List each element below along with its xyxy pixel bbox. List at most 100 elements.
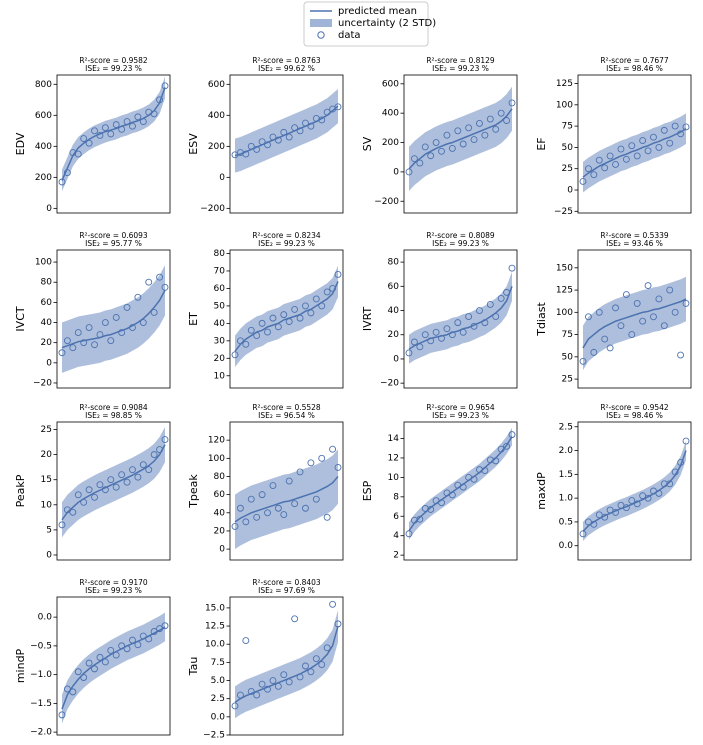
mean-line bbox=[582, 128, 687, 178]
y-axis-label: IVCT bbox=[14, 306, 27, 331]
y-tick-label: 20 bbox=[41, 450, 53, 460]
data-point bbox=[145, 278, 153, 286]
y-tick-label: 30 bbox=[214, 336, 226, 346]
data-point bbox=[107, 476, 115, 484]
data-point bbox=[334, 463, 342, 471]
mean-line bbox=[234, 475, 339, 523]
chart-title: R²-score = 0.8129 bbox=[426, 56, 495, 65]
data-point bbox=[58, 711, 66, 719]
data-point bbox=[492, 313, 500, 321]
data-point bbox=[481, 131, 489, 139]
y-axis-label: ESP bbox=[361, 480, 374, 501]
data-point bbox=[655, 489, 663, 497]
data-point bbox=[296, 314, 304, 322]
data-point bbox=[85, 324, 93, 332]
y-tick-label: 5 bbox=[46, 525, 52, 535]
data-point bbox=[323, 644, 331, 652]
data-point bbox=[497, 445, 505, 453]
chart-subtitle: ISE₂ = 98.46 % bbox=[606, 64, 663, 73]
y-tick-label: −20 bbox=[380, 379, 399, 389]
data-point bbox=[644, 147, 652, 155]
data-point bbox=[421, 331, 429, 339]
y-tick-label: 50 bbox=[562, 143, 574, 153]
y-tick-label: 400 bbox=[208, 111, 225, 121]
data-point bbox=[274, 136, 282, 144]
data-point bbox=[129, 466, 136, 474]
chart-title: R²-score = 0.8234 bbox=[252, 231, 321, 240]
data-point bbox=[101, 486, 109, 494]
data-point bbox=[644, 282, 652, 290]
data-point bbox=[503, 288, 511, 296]
y-axis-label: IVRT bbox=[361, 307, 374, 332]
chart-subtitle: ISE₂ = 96.54 % bbox=[258, 411, 315, 420]
data-point bbox=[459, 140, 467, 148]
data-point bbox=[85, 659, 93, 667]
data-point bbox=[677, 458, 685, 466]
data-point bbox=[145, 635, 153, 643]
data-point bbox=[486, 301, 494, 308]
data-point bbox=[481, 319, 489, 327]
chart-subtitle: ISE₂ = 99.23 % bbox=[432, 239, 489, 248]
data-point bbox=[274, 682, 282, 690]
data-point bbox=[323, 108, 331, 116]
data-point bbox=[671, 468, 679, 476]
y-tick-label: 20 bbox=[41, 338, 53, 348]
data-point bbox=[291, 124, 299, 132]
data-point bbox=[628, 331, 636, 339]
uncertainty-band bbox=[409, 271, 512, 364]
uncertainty-band bbox=[583, 113, 686, 193]
data-point bbox=[448, 144, 456, 152]
data-point bbox=[312, 295, 320, 303]
data-point bbox=[247, 142, 255, 150]
data-point bbox=[302, 504, 309, 512]
data-point bbox=[63, 337, 71, 345]
y-tick-label: 0 bbox=[393, 354, 399, 364]
y-axis-label: EF bbox=[535, 137, 548, 150]
data-point bbox=[129, 636, 136, 644]
data-point bbox=[476, 466, 483, 474]
data-point bbox=[438, 334, 445, 342]
data-point bbox=[666, 286, 674, 294]
uncertainty-band bbox=[583, 441, 686, 541]
y-tick-label: 120 bbox=[208, 436, 225, 446]
y-tick-label: 600 bbox=[382, 79, 399, 89]
data-point bbox=[416, 159, 424, 167]
data-point bbox=[145, 466, 153, 474]
data-point bbox=[74, 668, 82, 676]
y-tick-label: 50 bbox=[214, 301, 226, 311]
data-point bbox=[486, 115, 494, 123]
data-point bbox=[96, 653, 104, 661]
data-point bbox=[318, 454, 326, 462]
data-point bbox=[671, 308, 679, 316]
chart-title: R²-score = 0.9084 bbox=[79, 403, 148, 412]
y-tick-label: 40 bbox=[214, 319, 226, 329]
y-tick-label: 125 bbox=[556, 286, 573, 296]
y-tick-label: 200 bbox=[35, 173, 52, 183]
data-point bbox=[302, 119, 309, 127]
y-tick-label: 80 bbox=[388, 258, 400, 268]
data-point bbox=[156, 273, 164, 281]
y-axis-label: maxdP bbox=[535, 472, 548, 510]
data-point bbox=[74, 491, 82, 499]
data-point bbox=[101, 124, 109, 132]
data-point bbox=[307, 668, 315, 676]
data-point bbox=[112, 314, 120, 321]
chart-title: R²-score = 0.7677 bbox=[600, 56, 669, 65]
data-point bbox=[584, 165, 592, 173]
data-point bbox=[291, 305, 299, 313]
y-tick-label: 60 bbox=[388, 282, 400, 292]
y-tick-label: 15.0 bbox=[205, 603, 225, 613]
data-point bbox=[112, 651, 120, 659]
data-point bbox=[405, 530, 413, 538]
data-point bbox=[633, 299, 641, 307]
data-point bbox=[416, 515, 424, 523]
data-point bbox=[579, 530, 587, 538]
data-point bbox=[622, 155, 630, 163]
y-tick-label: 80 bbox=[41, 278, 53, 288]
data-point bbox=[432, 139, 440, 146]
data-point bbox=[134, 641, 142, 649]
y-axis-label: PeakP bbox=[14, 474, 27, 507]
y-tick-label: 0.0 bbox=[559, 541, 574, 551]
mean-line bbox=[582, 450, 687, 532]
data-point bbox=[91, 127, 98, 135]
